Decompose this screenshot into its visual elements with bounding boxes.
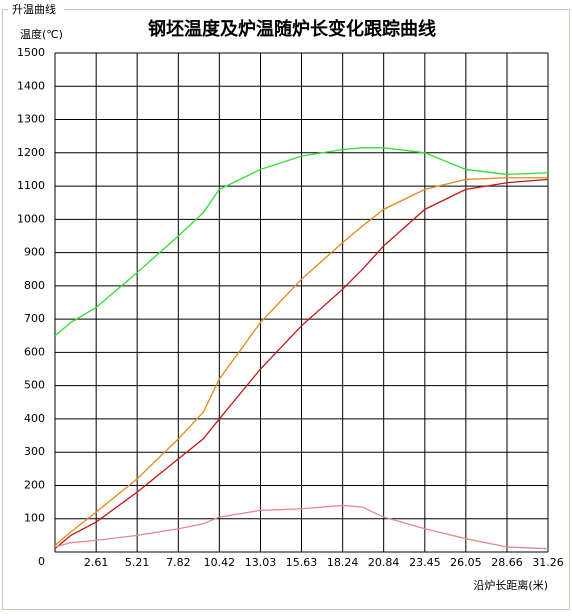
y-tick-label: 600 (24, 345, 45, 358)
y-axis-label: 温度(℃) (20, 27, 63, 41)
x-tick-label: 18.24 (327, 556, 359, 569)
y-tick-label: 1000 (17, 212, 45, 225)
x-tick-label: 7.82 (166, 556, 191, 569)
group-title: 升温曲线 (12, 2, 56, 16)
y-tick-label: 800 (24, 279, 45, 292)
x-tick-label: 2.61 (84, 556, 109, 569)
y-tick-label: 1100 (17, 179, 45, 192)
x-axis-label: 沿炉长距离(米) (473, 578, 548, 592)
series-line (54, 177, 548, 546)
y-tick-label: 100 (24, 512, 45, 525)
y-tick-label: 1200 (17, 146, 45, 159)
x-tick-label: 13.03 (245, 556, 277, 569)
x-tick-label: 10.42 (204, 556, 236, 569)
series-line (54, 178, 549, 550)
x-tick-label: 28.66 (491, 556, 523, 569)
y-tick-label: 0 (38, 555, 45, 568)
x-tick-label: 31.26 (532, 556, 564, 569)
y-tick-label: 200 (24, 478, 45, 491)
chart-title: 钢坯温度及炉温随炉长变化跟踪曲线 (148, 18, 436, 40)
series-line (54, 504, 549, 550)
series-line (54, 147, 549, 337)
group-label-bg (8, 2, 64, 18)
y-tick-label: 500 (24, 379, 45, 392)
y-tick-label: 1500 (17, 46, 45, 59)
x-tick-label: 15.63 (286, 556, 318, 569)
x-tick-label: 5.21 (125, 556, 150, 569)
y-tick-label: 1400 (17, 79, 45, 92)
y-tick-label: 1300 (17, 113, 45, 126)
y-tick-label: 700 (24, 312, 45, 325)
y-tick-label: 400 (24, 412, 45, 425)
group-box (2, 9, 570, 610)
x-tick-label: 20.84 (368, 556, 400, 569)
x-tick-label: 23.45 (409, 556, 441, 569)
y-tick-label: 300 (24, 445, 45, 458)
x-tick-label: 26.05 (450, 556, 482, 569)
y-tick-label: 900 (24, 246, 45, 259)
